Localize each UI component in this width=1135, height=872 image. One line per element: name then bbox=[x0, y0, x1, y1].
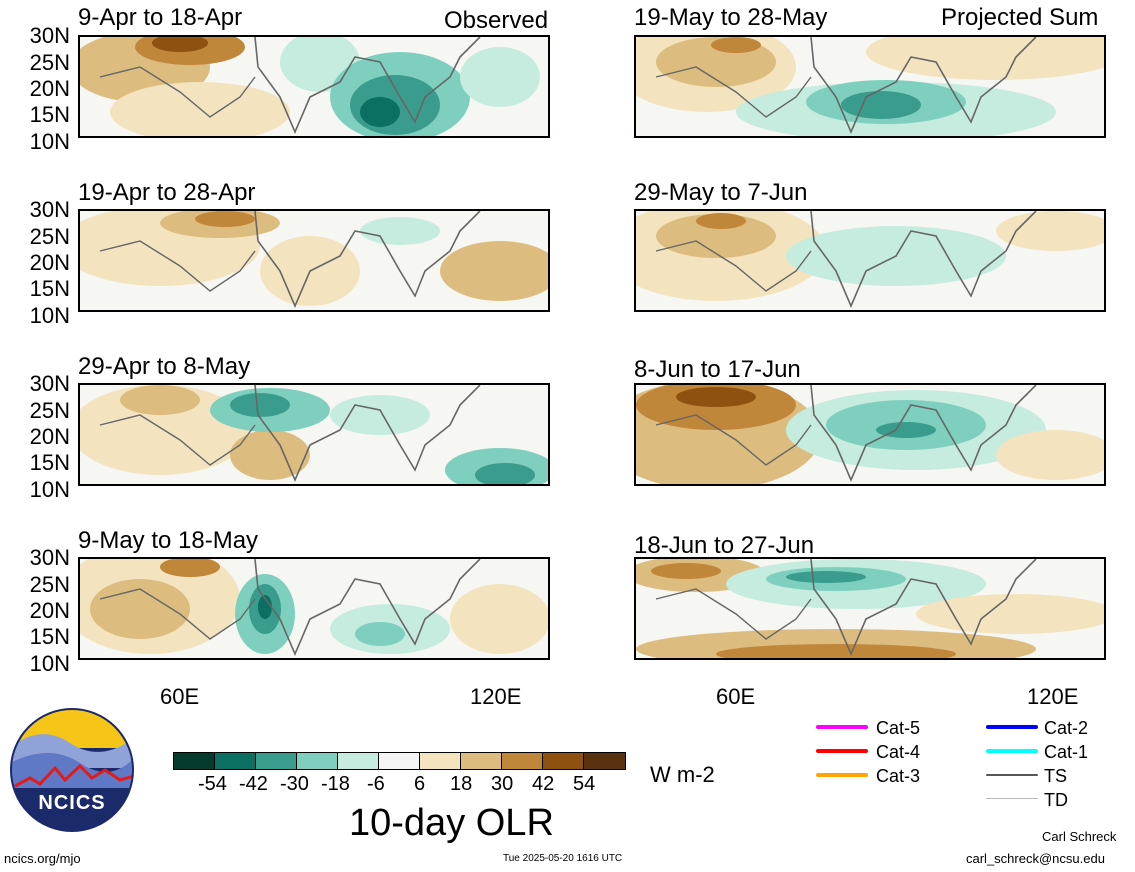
legend-label-td: TD bbox=[1044, 790, 1068, 810]
panel-title-6: 8-Jun to 17-Jun bbox=[634, 356, 801, 383]
colorbar-tick: 6 bbox=[414, 773, 426, 795]
legend-line-cat4 bbox=[816, 749, 868, 753]
legend-label-cat3: Cat-3 bbox=[876, 766, 921, 786]
colorbar-tick: 54 bbox=[573, 773, 596, 795]
panel-title-3: 19-Apr to 28-Apr bbox=[78, 179, 256, 206]
olr-map-panel-6 bbox=[634, 383, 1106, 486]
lat-label: 20N bbox=[29, 424, 70, 449]
legend-line-cat2 bbox=[986, 725, 1038, 729]
colorbar-swatch bbox=[583, 752, 626, 770]
footer-url[interactable]: ncics.org/mjo bbox=[4, 851, 81, 866]
colorbar-swatch bbox=[214, 752, 257, 770]
olr-map-panel-7 bbox=[78, 557, 550, 660]
legend-label-cat2: Cat-2 bbox=[1044, 718, 1089, 738]
lat-label: 15N bbox=[29, 450, 70, 475]
legend-label-cat4: Cat-4 bbox=[876, 742, 921, 762]
lat-label: 20N bbox=[29, 250, 70, 275]
lat-label: 25N bbox=[29, 224, 70, 249]
lon-label-120e-right: 120E bbox=[1027, 684, 1079, 709]
panel-label-observed: Observed bbox=[444, 7, 549, 34]
colorbar-swatch bbox=[255, 752, 298, 770]
lon-label-60e-left: 60E bbox=[160, 684, 200, 709]
lat-label: 30N bbox=[29, 371, 70, 396]
colorbar-tick: -6 bbox=[367, 773, 385, 795]
colorbar-tick: 30 bbox=[491, 773, 514, 795]
panel-title-8: 18-Jun to 27-Jun bbox=[634, 532, 815, 559]
colorbar-tick: 42 bbox=[532, 773, 555, 795]
lon-label-120e-left: 120E bbox=[470, 684, 522, 709]
colorbar-title: 10-day OLR bbox=[349, 802, 554, 844]
colorbar-tick: -42 bbox=[239, 773, 268, 795]
lat-label: 30N bbox=[29, 23, 70, 48]
olr-map-panel-4 bbox=[634, 209, 1106, 312]
olr-map-panel-3 bbox=[78, 209, 550, 312]
lat-label: 25N bbox=[29, 50, 70, 75]
lat-label: 25N bbox=[29, 398, 70, 423]
colorbar-swatch bbox=[296, 752, 339, 770]
olr-map-panel-5 bbox=[78, 383, 550, 486]
colorbar-swatch bbox=[460, 752, 503, 770]
lat-label: 15N bbox=[29, 102, 70, 127]
panel-title-1: 9-Apr to 18-Apr bbox=[78, 4, 243, 31]
panel-label-projected: Projected Sum bbox=[941, 4, 1099, 31]
legend-line-cat1 bbox=[986, 749, 1038, 753]
lon-label-60e-right: 60E bbox=[716, 684, 756, 709]
legend-line-cat3 bbox=[816, 773, 868, 777]
panel-title-5: 29-Apr to 8-May bbox=[78, 353, 251, 380]
ncics-logo: NCICS bbox=[10, 708, 134, 832]
lat-label: 10N bbox=[29, 303, 70, 328]
legend-line-cat5 bbox=[816, 725, 868, 729]
lat-label: 15N bbox=[29, 276, 70, 301]
lat-label: 20N bbox=[29, 598, 70, 623]
olr-map-panel-8 bbox=[634, 557, 1106, 660]
lat-label: 15N bbox=[29, 624, 70, 649]
panel-title-4: 29-May to 7-Jun bbox=[634, 179, 808, 206]
colorbar-tick: -54 bbox=[198, 773, 227, 795]
panel-title-7: 9-May to 18-May bbox=[78, 527, 259, 554]
lat-label: 10N bbox=[29, 129, 70, 154]
colorbar-tick: -18 bbox=[321, 773, 350, 795]
lat-label: 30N bbox=[29, 197, 70, 222]
colorbar-units: W m-2 bbox=[650, 762, 715, 787]
footer-author: Carl Schreck bbox=[1042, 829, 1117, 844]
lat-label: 20N bbox=[29, 76, 70, 101]
colorbar-swatch bbox=[173, 752, 216, 770]
logo-text: NCICS bbox=[38, 792, 106, 814]
lat-label: 10N bbox=[29, 651, 70, 676]
colorbar-swatch bbox=[378, 752, 421, 770]
legend-label-ts: TS bbox=[1044, 766, 1068, 786]
lat-label: 10N bbox=[29, 477, 70, 502]
legend-label-cat1: Cat-1 bbox=[1044, 742, 1089, 762]
footer-timestamp: Tue 2025-05-20 1616 UTC bbox=[503, 853, 623, 864]
colorbar-swatch bbox=[501, 752, 544, 770]
panel-title-2: 19-May to 28-May bbox=[634, 4, 828, 31]
lat-label: 30N bbox=[29, 545, 70, 570]
legend-line-ts bbox=[986, 774, 1038, 776]
colorbar-swatch bbox=[337, 752, 380, 770]
lat-label: 25N bbox=[29, 572, 70, 597]
colorbar-swatch bbox=[542, 752, 585, 770]
olr-map-panel-1 bbox=[78, 35, 550, 138]
legend-label-cat5: Cat-5 bbox=[876, 718, 921, 738]
olr-map-panel-2 bbox=[634, 35, 1106, 138]
legend-line-td bbox=[986, 798, 1038, 799]
footer-email[interactable]: carl_schreck@ncsu.edu bbox=[966, 851, 1105, 866]
colorbar-swatch bbox=[419, 752, 462, 770]
colorbar-tick: -30 bbox=[280, 773, 309, 795]
colorbar-tick: 18 bbox=[450, 773, 473, 795]
